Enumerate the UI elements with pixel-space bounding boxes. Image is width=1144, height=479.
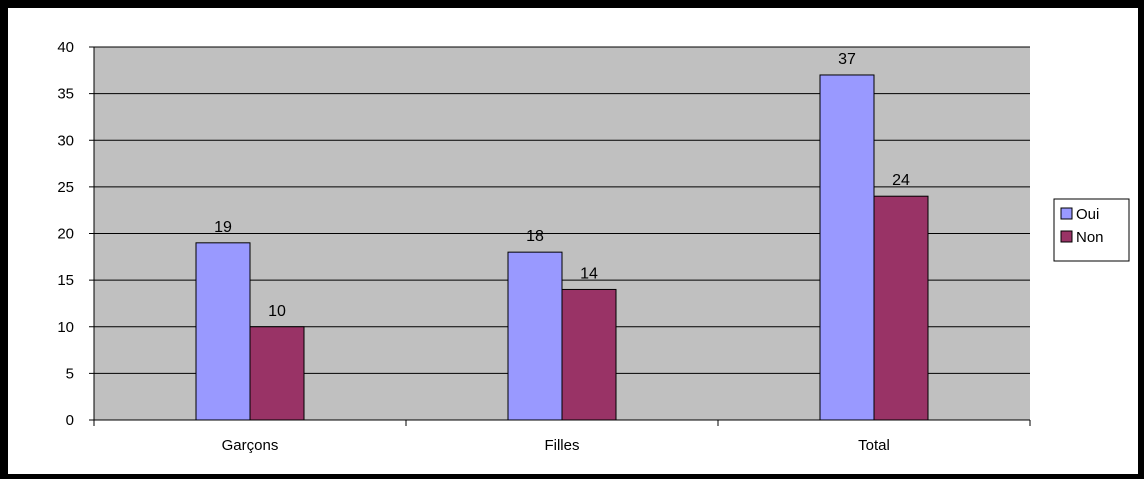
y-tick-label-0: 0 xyxy=(66,412,74,429)
bar-non-1 xyxy=(561,288,617,421)
y-tick-label-30: 30 xyxy=(57,132,74,149)
x-category-label-2: Total xyxy=(858,437,890,454)
data-label-non-0: 10 xyxy=(268,303,286,320)
bars xyxy=(195,74,929,421)
y-tick-label-40: 40 xyxy=(57,39,74,56)
y-tick-label-20: 20 xyxy=(57,226,74,243)
data-label-non-1: 14 xyxy=(580,265,598,282)
y-tick-label-10: 10 xyxy=(57,319,74,336)
legend-swatch-oui xyxy=(1060,207,1073,220)
data-label-non-2: 24 xyxy=(892,172,910,189)
data-labels: 19 10 18 14 37 24 xyxy=(214,51,910,320)
data-label-oui-2: 37 xyxy=(838,51,856,68)
y-tick-labels: 0 5 10 15 20 25 30 35 40 xyxy=(57,39,74,429)
data-label-oui-0: 19 xyxy=(214,219,232,236)
bar-non-0 xyxy=(249,326,305,421)
legend: Oui Non xyxy=(1053,198,1130,262)
y-tick-label-5: 5 xyxy=(66,365,74,382)
x-category-labels: Garçons Filles Total xyxy=(222,437,890,454)
data-label-oui-1: 18 xyxy=(526,228,544,245)
bar-oui-2 xyxy=(819,74,875,421)
y-tick-label-15: 15 xyxy=(57,272,74,289)
bar-oui-1 xyxy=(507,251,563,421)
legend-label-non: Non xyxy=(1076,229,1104,246)
legend-swatch-non xyxy=(1060,230,1073,243)
legend-label-oui: Oui xyxy=(1076,206,1099,223)
y-tick-label-35: 35 xyxy=(57,86,74,103)
bar-oui-0 xyxy=(195,242,251,421)
bar-non-2 xyxy=(873,195,929,421)
x-category-label-0: Garçons xyxy=(222,437,279,454)
y-tick-label-25: 25 xyxy=(57,179,74,196)
x-category-label-1: Filles xyxy=(544,437,579,454)
axes xyxy=(89,46,1031,426)
